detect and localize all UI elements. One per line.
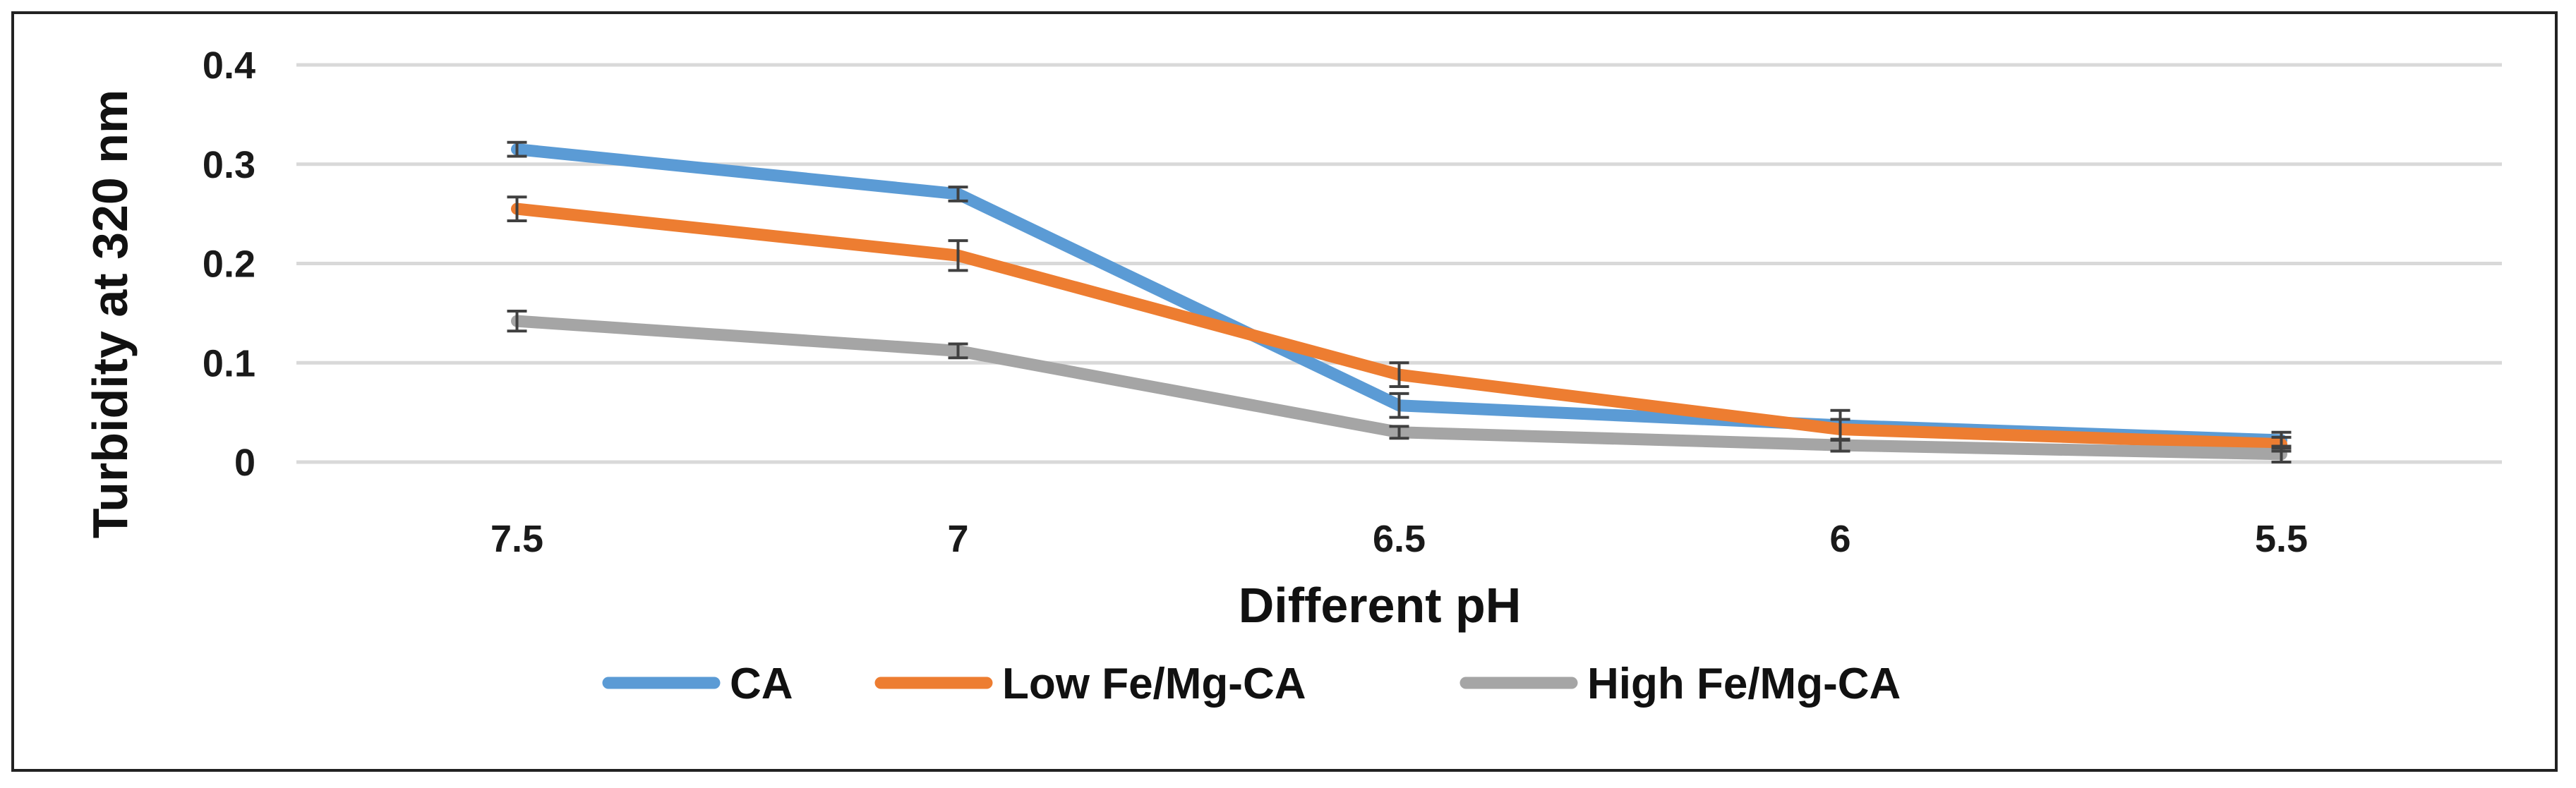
error-bar	[1389, 392, 1409, 419]
y-tick-label: 0.4	[203, 44, 255, 87]
x-tick-label: 5.5	[2255, 518, 2308, 560]
error-bar	[1830, 437, 1850, 453]
x-tick-label: 7.5	[490, 518, 543, 560]
error-bar	[507, 140, 527, 158]
error-bar	[948, 239, 968, 272]
y-tick-label: 0.2	[203, 243, 255, 286]
y-tick-label: 0.1	[203, 342, 255, 384]
x-tick-label: 6.5	[1373, 518, 1426, 560]
x-tick-label: 7	[947, 518, 968, 560]
x-axis-title: Different pH	[1239, 578, 1522, 633]
legend-label: CA	[730, 660, 793, 708]
error-bars	[507, 140, 2292, 463]
error-bar	[948, 342, 968, 360]
y-axis-ticks: 0 0.1 0.2 0.3 0.4	[203, 44, 255, 484]
error-bar	[507, 310, 527, 333]
error-bar	[1389, 361, 1409, 389]
legend-label: Low Fe/Mg-CA	[1002, 660, 1306, 708]
chart-frame	[11, 11, 2558, 772]
y-tick-label: 0.3	[203, 144, 255, 186]
legend-label: High Fe/Mg-CA	[1587, 660, 1901, 708]
x-axis-ticks: 7.5 7 6.5 6 5.5	[490, 518, 2308, 560]
error-bar	[948, 186, 968, 202]
legend-item: Low Fe/Mg-CA	[874, 660, 1306, 708]
y-axis-title: Turbidity at 320 nm	[83, 90, 138, 539]
error-bar	[2271, 444, 2292, 463]
x-tick-label: 6	[1829, 518, 1850, 560]
legend: CA Low Fe/Mg-CA High Fe/Mg-CA	[602, 660, 1901, 708]
legend-item: CA	[602, 660, 793, 708]
error-bar	[1389, 425, 1409, 440]
legend-item: High Fe/Mg-CA	[1459, 660, 1901, 708]
y-tick-label: 0	[234, 442, 255, 484]
error-bar	[507, 195, 527, 222]
